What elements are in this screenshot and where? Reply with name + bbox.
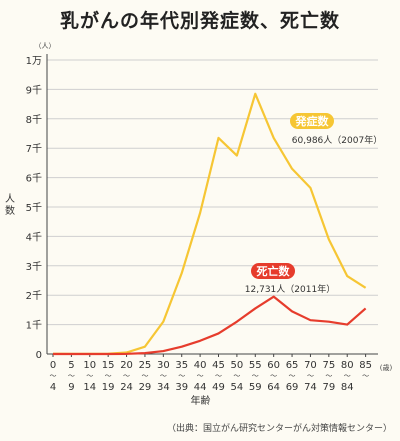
x-tick-tilde: 〜 [325,372,332,380]
x-tick-end: 9 [68,382,74,393]
y-tick-label: 7千 [26,143,42,155]
y-tick-label: 1千 [26,320,42,332]
x-tick-tilde: 〜 [86,372,93,380]
x-tick-tilde: 〜 [123,372,130,380]
x-tick-tilde: 〜 [362,372,369,380]
x-tick-end: 79 [322,382,335,393]
x-tick-end: 4 [50,382,56,393]
series-name-1: 発症数 [295,114,330,128]
x-tick-end: 49 [212,382,225,393]
x-tick-start: 10 [83,360,96,371]
y-tick-label: 9千 [26,84,42,96]
x-tick-tilde: 〜 [215,372,222,380]
series-note-2: 12,731人（2011年） [245,283,335,295]
y-tick-label: 2千 [26,290,42,302]
x-tick-start: 35 [175,360,188,371]
series-name-2: 死亡数 [257,264,291,278]
x-tick-start: 75 [322,360,335,371]
x-tick-start: 5 [68,360,74,371]
x-tick-start: 20 [120,360,133,371]
y-axis-title-char: 数 [5,204,15,217]
x-tick-end: 14 [83,382,96,393]
x-tick-end: 39 [175,382,188,393]
series-note-1: 60,986人（2007年） [292,134,382,146]
series-line-1 [52,92,367,355]
x-tick-end: 19 [102,382,115,393]
series-badge-2 [251,263,295,279]
y-tick-label: 5千 [26,202,42,214]
y-unit-label: （人） [35,42,56,50]
y-tick-label: 3千 [26,261,42,273]
x-tick-tilde: 〜 [141,372,148,380]
x-tick-start: 25 [139,360,152,371]
x-tick-start: 30 [157,360,170,371]
x-tick-tilde: 〜 [178,372,185,380]
x-tick-tilde: 〜 [344,372,351,380]
x-tick-tilde: 〜 [160,372,167,380]
series-badge-1 [290,113,334,129]
x-tick-tilde: 〜 [307,372,314,380]
y-tick-label: 8千 [26,114,42,126]
x-tick-tilde: 〜 [105,372,112,380]
chart-title: 乳がんの年代別発症数、死亡数 [59,10,340,32]
x-axis-title: 年齢 [191,394,211,407]
y-tick-label: 4千 [26,231,42,243]
x-tick-tilde: 〜 [270,372,277,380]
x-tick-end: 34 [157,382,170,393]
x-tick-start: 50 [231,360,244,371]
x-tick-tilde: 〜 [68,372,75,380]
x-unit-label: (歳) [380,363,393,372]
x-tick-end: 84 [341,382,354,393]
y-tick-label: 1万 [26,56,42,67]
x-tick-start: 70 [304,360,317,371]
series-line-2 [53,295,367,356]
x-tick-start: 0 [50,360,56,371]
x-tick-end: 29 [139,382,152,393]
y-tick-label: 0 [36,350,42,361]
x-tick-tilde: 〜 [252,372,259,380]
x-tick-end: 69 [286,382,299,393]
x-tick-start: 60 [267,360,280,371]
x-tick-end: 64 [267,382,280,393]
x-tick-tilde: 〜 [233,372,240,380]
x-tick-tilde: 〜 [289,372,296,380]
x-tick-end: 54 [231,382,244,393]
y-tick-label: 6千 [26,173,42,185]
x-tick-start: 80 [341,360,354,371]
source-note: （出典：国立がん研究センターがん対策情報センター） [166,424,392,434]
x-tick-tilde: 〜 [50,372,57,380]
x-tick-end: 24 [120,382,133,393]
x-tick-end: 74 [304,382,317,393]
x-tick-start: 85 [359,360,372,371]
x-tick-end: 59 [249,382,262,393]
y-axis-title-char: 人 [5,193,15,205]
x-tick-start: 65 [286,360,299,371]
x-tick-start: 55 [249,360,262,371]
x-tick-end: 44 [194,382,207,393]
x-tick-start: 40 [194,360,207,371]
x-tick-start: 15 [102,360,115,371]
x-tick-tilde: 〜 [197,372,204,380]
x-tick-start: 45 [212,360,225,371]
